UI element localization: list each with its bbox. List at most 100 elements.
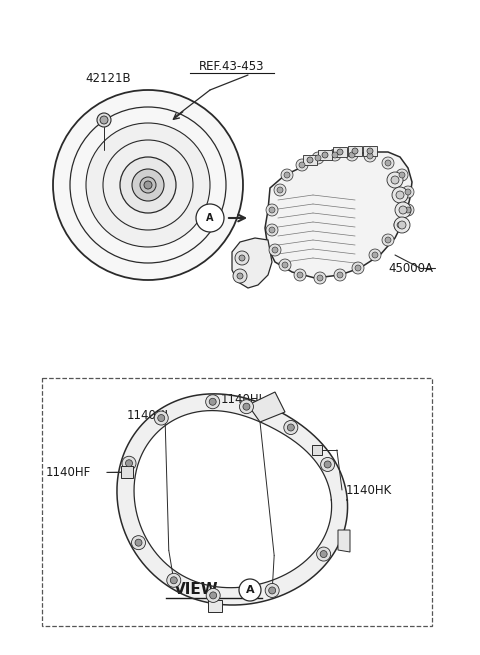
Circle shape (274, 184, 286, 196)
Circle shape (332, 152, 338, 158)
Circle shape (209, 398, 216, 405)
Circle shape (237, 273, 243, 279)
Circle shape (135, 539, 142, 546)
Circle shape (86, 123, 210, 247)
Circle shape (272, 247, 278, 253)
Circle shape (269, 244, 281, 256)
Circle shape (122, 457, 136, 470)
Bar (303, 155, 317, 165)
Circle shape (334, 269, 346, 281)
Circle shape (385, 160, 391, 166)
Circle shape (395, 202, 411, 218)
Circle shape (97, 113, 111, 127)
Bar (312, 445, 322, 455)
Polygon shape (248, 392, 285, 422)
Circle shape (170, 577, 177, 584)
Circle shape (294, 269, 306, 281)
Circle shape (387, 172, 403, 188)
Circle shape (394, 217, 410, 233)
Circle shape (125, 460, 132, 467)
Circle shape (158, 415, 165, 422)
Circle shape (382, 234, 394, 246)
Circle shape (277, 187, 283, 193)
Circle shape (282, 262, 288, 268)
Circle shape (132, 169, 164, 201)
Circle shape (132, 536, 145, 550)
Circle shape (243, 403, 250, 410)
Text: 42121B: 42121B (85, 71, 131, 84)
Circle shape (312, 152, 324, 164)
Text: 1140HJ: 1140HJ (221, 394, 263, 407)
Circle shape (317, 547, 331, 561)
Text: 1140HJ: 1140HJ (127, 409, 169, 422)
Circle shape (297, 272, 303, 278)
Circle shape (392, 187, 408, 203)
Bar (363, 146, 377, 156)
Circle shape (279, 259, 291, 271)
Circle shape (269, 207, 275, 213)
Circle shape (284, 172, 290, 178)
Circle shape (120, 157, 176, 213)
Circle shape (396, 169, 408, 181)
Polygon shape (265, 152, 412, 278)
Text: REF.43-453: REF.43-453 (199, 60, 265, 73)
Circle shape (355, 265, 361, 271)
Circle shape (320, 551, 327, 557)
Circle shape (235, 251, 249, 265)
Circle shape (281, 169, 293, 181)
Circle shape (402, 186, 414, 198)
Circle shape (239, 255, 245, 261)
Circle shape (346, 149, 358, 161)
Circle shape (210, 592, 216, 599)
Circle shape (140, 177, 156, 193)
Circle shape (402, 204, 414, 216)
Polygon shape (117, 394, 348, 605)
Circle shape (206, 588, 220, 603)
Circle shape (284, 421, 298, 434)
Circle shape (321, 457, 335, 472)
Circle shape (240, 400, 253, 414)
Circle shape (352, 148, 358, 154)
Circle shape (314, 272, 326, 284)
Circle shape (239, 579, 261, 601)
Polygon shape (134, 411, 332, 588)
Circle shape (299, 162, 305, 168)
Circle shape (352, 262, 364, 274)
Circle shape (398, 221, 406, 229)
Circle shape (205, 395, 220, 409)
Circle shape (315, 155, 321, 161)
Circle shape (399, 172, 405, 178)
Polygon shape (232, 238, 272, 288)
Circle shape (397, 222, 403, 228)
Text: 45000A: 45000A (388, 261, 433, 274)
Circle shape (399, 206, 407, 214)
Circle shape (154, 411, 168, 425)
Bar (333, 147, 347, 157)
Bar (121, 466, 133, 478)
Circle shape (307, 157, 313, 163)
Circle shape (369, 249, 381, 261)
Circle shape (364, 150, 376, 162)
Circle shape (53, 90, 243, 280)
Circle shape (396, 191, 404, 199)
Circle shape (317, 275, 323, 281)
Circle shape (329, 149, 341, 161)
Bar (318, 150, 332, 160)
Circle shape (405, 189, 411, 195)
Circle shape (337, 272, 343, 278)
Circle shape (233, 269, 247, 283)
Circle shape (324, 461, 331, 468)
Circle shape (405, 207, 411, 213)
Bar (348, 146, 362, 156)
Circle shape (322, 152, 328, 158)
Circle shape (100, 116, 108, 124)
Circle shape (296, 159, 308, 171)
Circle shape (394, 219, 406, 231)
Circle shape (269, 587, 276, 594)
Text: A: A (246, 585, 254, 595)
Text: A: A (206, 213, 214, 223)
Circle shape (167, 573, 181, 588)
Circle shape (265, 584, 279, 597)
Circle shape (337, 149, 343, 155)
Polygon shape (208, 600, 222, 612)
